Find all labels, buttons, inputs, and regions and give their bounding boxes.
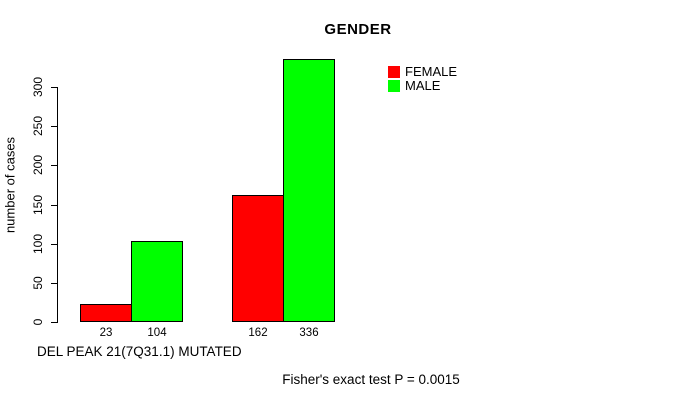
x-axis-label: DEL PEAK 21(7Q31.1) MUTATED <box>37 344 242 359</box>
legend-label: MALE <box>405 78 441 93</box>
footnote-text: Fisher's exact test P = 0.0015 <box>282 372 460 387</box>
legend-swatch-male <box>388 79 400 92</box>
bar-male-group2 <box>283 59 335 322</box>
y-axis-tick <box>51 244 58 245</box>
y-axis-tick-label: 250 <box>31 116 45 137</box>
chart-title: GENDER <box>324 21 392 38</box>
bar-value-label: 162 <box>248 327 268 339</box>
y-axis-tick <box>51 322 58 323</box>
y-axis-tick-label: 200 <box>31 155 45 176</box>
legend-swatch-female <box>388 65 400 78</box>
bar-value-label: 104 <box>147 327 167 339</box>
legend-label: FEMALE <box>405 64 458 79</box>
y-axis-tick-label: 50 <box>31 276 45 290</box>
legend-item-male: MALE <box>388 78 457 93</box>
bar-female-group2 <box>232 195 284 322</box>
bar-value-label: 336 <box>299 327 319 339</box>
y-axis-tick <box>51 126 58 127</box>
legend-item-female: FEMALE <box>388 64 458 79</box>
y-axis-tick <box>51 87 58 88</box>
y-axis-tick-label: 100 <box>31 233 45 254</box>
bar-value-label: 23 <box>99 327 113 339</box>
bar-female-group1 <box>80 304 132 322</box>
y-axis-tick <box>51 205 58 206</box>
y-axis-tick-label: 150 <box>31 194 45 215</box>
y-axis-label: number of cases <box>2 136 18 234</box>
y-axis-tick <box>51 283 58 284</box>
y-axis-tick-label: 300 <box>31 76 45 98</box>
y-axis-tick <box>51 165 58 166</box>
legend: FEMALE MALE <box>388 64 458 93</box>
y-axis-tick-label: 0 <box>31 318 45 326</box>
bar-male-group1 <box>131 241 183 322</box>
